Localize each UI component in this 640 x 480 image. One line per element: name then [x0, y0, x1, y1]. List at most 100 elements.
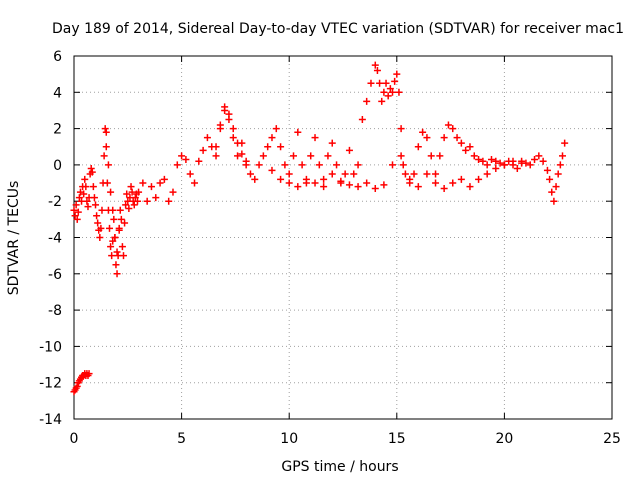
data-point [386, 85, 394, 93]
data-point [341, 170, 349, 178]
data-point [268, 134, 276, 142]
data-point [255, 161, 263, 169]
data-point [234, 152, 242, 160]
data-point [543, 166, 551, 174]
data-point [97, 224, 105, 232]
data-point [324, 152, 332, 160]
data-point [123, 190, 131, 198]
data-point [470, 152, 478, 160]
data-point [92, 201, 100, 209]
data-point [378, 97, 386, 105]
data-point [432, 170, 440, 178]
data-point [500, 161, 508, 169]
data-point [221, 103, 229, 111]
y-tick-label: -6 [48, 267, 62, 283]
data-point [440, 134, 448, 142]
data-point [363, 179, 371, 187]
data-point [117, 215, 125, 223]
y-tick-label: -4 [48, 231, 62, 247]
x-tick-label: 20 [495, 431, 513, 447]
data-point [371, 184, 379, 192]
x-axis-ticks: 0 5 10 15 20 25 [70, 56, 621, 447]
data-point [216, 121, 224, 129]
y-axis-ticks: -14 -12 -10 -8 -6 -4 -2 0 2 4 6 [39, 49, 612, 428]
data-point [199, 146, 207, 154]
data-point [103, 179, 111, 187]
x-tick-label: 15 [388, 431, 406, 447]
data-point [432, 179, 440, 187]
data-point [73, 382, 81, 390]
data-point [272, 125, 280, 133]
data-point [121, 219, 129, 227]
data-point [115, 226, 123, 234]
data-point [122, 201, 130, 209]
data-point [294, 183, 302, 191]
data-point [380, 181, 388, 189]
data-point [363, 97, 371, 105]
data-point [371, 61, 379, 69]
data-point [116, 206, 124, 214]
data-point [242, 157, 250, 165]
data-point [393, 70, 401, 78]
data-point [212, 152, 220, 160]
data-point [436, 152, 444, 160]
data-point [315, 161, 323, 169]
data-point [143, 197, 151, 205]
x-tick-label: 10 [280, 431, 298, 447]
chart-title: Day 189 of 2014, Sidereal Day-to-day VTE… [52, 21, 624, 37]
data-point [492, 165, 500, 173]
data-point [281, 161, 289, 169]
data-point [535, 152, 543, 160]
data-point [169, 188, 177, 196]
data-point [83, 197, 91, 205]
data-point [337, 177, 345, 185]
x-axis-label: GPS time / hours [281, 459, 398, 475]
data-point [311, 179, 319, 187]
y-tick-label: -8 [48, 303, 62, 319]
data-point [94, 219, 102, 227]
data-point [147, 183, 155, 191]
data-point [277, 143, 285, 151]
data-point [391, 77, 399, 85]
data-point [554, 170, 562, 178]
data-point [285, 170, 293, 178]
data-point [130, 201, 138, 209]
data-point [539, 157, 547, 165]
data-point [73, 215, 81, 223]
data-point [75, 194, 83, 202]
data-point [462, 146, 470, 154]
data-point [70, 206, 78, 214]
data-point [131, 194, 139, 202]
data-point [453, 134, 461, 142]
data-point [107, 243, 115, 251]
data-point [561, 139, 569, 147]
data-point [414, 143, 422, 151]
data-point [423, 134, 431, 142]
data-point [156, 179, 164, 187]
data-point [320, 175, 328, 183]
data-point [531, 155, 539, 163]
data-point [160, 175, 168, 183]
data-point [109, 237, 117, 245]
y-tick-label: -12 [39, 376, 62, 392]
y-tick-label: 4 [53, 85, 62, 101]
data-point [302, 175, 310, 183]
data-point [128, 188, 136, 196]
data-point [110, 215, 118, 223]
data-point [320, 183, 328, 191]
data-point [311, 134, 319, 142]
data-point [449, 125, 457, 133]
data-point [345, 146, 353, 154]
data-points [70, 61, 569, 396]
data-point [548, 188, 556, 196]
data-point [109, 206, 117, 214]
data-point [354, 161, 362, 169]
data-point [268, 166, 276, 174]
data-point [307, 152, 315, 160]
data-point [259, 152, 267, 160]
data-point [111, 234, 119, 241]
data-point [108, 252, 116, 260]
data-point [496, 159, 504, 167]
data-point [354, 183, 362, 191]
